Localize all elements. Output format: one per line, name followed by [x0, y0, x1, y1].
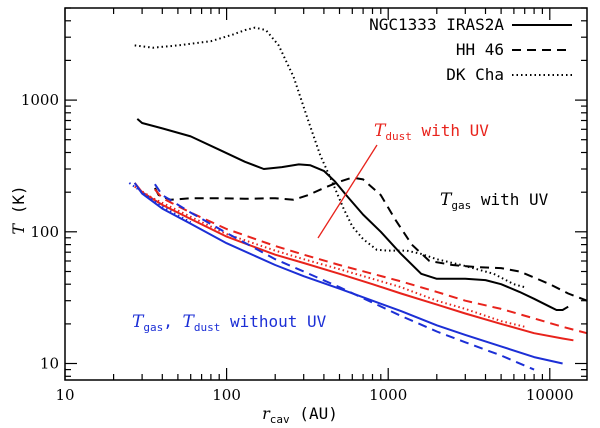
plot-frame	[64, 7, 588, 381]
x-tick-label: 100	[212, 386, 241, 404]
x-tick-label: 1000	[369, 386, 407, 404]
y-tick-label: 100	[30, 223, 59, 241]
annotation-dust-with-uv: Tdust with UV	[374, 121, 489, 143]
series-line-5	[134, 185, 525, 328]
x-tick-label: 10000	[526, 386, 574, 404]
x-axis-label: rcav (AU)	[262, 404, 338, 426]
annotation-without-uv: Tgas, Tdust without UV	[132, 312, 327, 334]
legend-label-1: HH 46	[456, 40, 504, 59]
series-line-3	[133, 182, 574, 342]
tick-layer: 10 100 1000 10000 10 100 1000	[21, 7, 587, 404]
series-layer	[128, 26, 588, 371]
legend-label-2: DK Cha	[446, 65, 504, 84]
y-tick-label: 1000	[21, 91, 59, 109]
series-line-0	[136, 118, 569, 311]
annotation-gas-with-uv: Tgas with UV	[440, 190, 549, 212]
series-line-8	[128, 182, 192, 224]
series-line-1	[154, 176, 588, 302]
series-line-6	[133, 182, 563, 365]
legend: NGC1333 IRAS2A HH 46 DK Cha	[369, 15, 572, 84]
annotation-pointer-line	[317, 144, 378, 239]
legend-label-0: NGC1333 IRAS2A	[369, 15, 504, 34]
x-tick-label: 10	[55, 386, 74, 404]
series-line-2	[134, 26, 525, 289]
y-tick-label: 10	[40, 355, 59, 373]
series-line-4	[154, 188, 588, 335]
y-axis-label: T (K)	[9, 185, 28, 234]
series-line-7	[154, 183, 535, 371]
